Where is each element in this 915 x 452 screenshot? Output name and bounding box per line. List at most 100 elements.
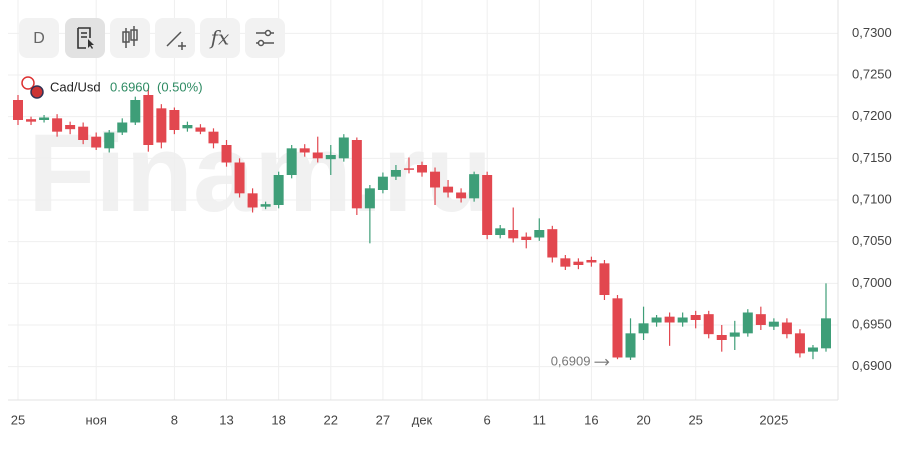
annotation-arrow: [594, 358, 610, 366]
candle-body: [234, 162, 245, 194]
candle-body: [117, 122, 128, 133]
candle-body: [377, 176, 388, 190]
candle-body: [443, 186, 454, 193]
x-tick-label: 25: [688, 412, 702, 427]
y-tick-label: 0,7100: [852, 191, 892, 206]
candle-body: [286, 148, 297, 175]
icon: [88, 39, 94, 49]
x-tick-label: ноя: [85, 412, 106, 427]
x-tick-label: 27: [376, 412, 390, 427]
x-tick-label: 25: [11, 412, 25, 427]
candle-body: [547, 229, 558, 258]
x-tick-label: 16: [584, 412, 598, 427]
candle-body: [742, 312, 753, 334]
x-tick-label: 13: [219, 412, 233, 427]
candle-body: [417, 165, 427, 173]
candle-body: [26, 119, 37, 122]
candle-body: [508, 230, 519, 239]
x-tick-label: дек: [412, 412, 433, 427]
candle-body: [351, 140, 362, 209]
x-tick-label: 2025: [759, 412, 788, 427]
x-tick-label: 18: [271, 412, 285, 427]
candle-body: [716, 335, 727, 340]
candle-body: [755, 314, 766, 325]
candle-body: [534, 230, 545, 238]
candle-body: [143, 95, 154, 145]
candle-body: [91, 136, 102, 148]
candle-body: [65, 125, 76, 130]
template-button[interactable]: [65, 18, 105, 58]
settings-button[interactable]: [245, 18, 285, 58]
watermark: Finam.ru: [28, 112, 493, 235]
candle-body: [221, 145, 232, 163]
candle-body: [182, 125, 193, 129]
candle-body: [338, 137, 349, 159]
candle-body: [521, 236, 532, 240]
x-tick-label: 22: [324, 412, 338, 427]
candle-body: [52, 118, 63, 132]
flag-icon: [30, 85, 44, 99]
icon: [264, 29, 272, 37]
annotation-label: 0,6909: [551, 354, 591, 369]
x-tick-label: 8: [171, 412, 178, 427]
candle-body: [325, 155, 336, 160]
candle-body: [78, 126, 89, 140]
toolbar: D fx: [19, 18, 285, 58]
candle-body: [312, 152, 323, 159]
x-tick-label: 6: [484, 412, 491, 427]
x-tick-label: 20: [636, 412, 650, 427]
icon: [122, 26, 138, 48]
candle-body: [104, 132, 115, 149]
candle-body: [794, 333, 805, 354]
candle-body: [156, 108, 167, 143]
x-tick-label: 11: [533, 412, 547, 427]
y-tick-label: 0,7300: [852, 25, 892, 40]
candle-body: [625, 333, 636, 358]
candle-body: [403, 168, 414, 170]
candle-body: [430, 171, 441, 188]
y-tick-label: 0,6900: [852, 358, 892, 373]
candle-body: [651, 317, 662, 323]
candle-body: [247, 193, 258, 208]
y-tick-label: 0,7000: [852, 275, 892, 290]
candle-body: [664, 316, 675, 323]
candle-body: [821, 318, 831, 349]
symbol: Cad/Usd: [50, 79, 101, 94]
interval-button[interactable]: [19, 18, 59, 58]
candle-body: [195, 127, 206, 132]
icon: [166, 31, 186, 50]
candle-body: [482, 175, 493, 235]
indicators-label: fx: [209, 26, 230, 50]
candle-body: [768, 321, 779, 327]
candle-body: [299, 148, 310, 153]
candle-body: [586, 260, 597, 263]
y-tick-label: 0,7250: [852, 66, 892, 81]
candle-body: [364, 188, 375, 209]
candle-body: [807, 347, 818, 352]
icon: [257, 39, 265, 47]
y-tick-label: 0,7050: [852, 233, 892, 248]
y-tick-label: 0,7200: [852, 108, 892, 123]
icon: [77, 27, 91, 49]
candle-body: [39, 117, 50, 120]
plot: [8, 0, 838, 400]
last-price: 0.6960: [110, 79, 150, 94]
chart-type-button[interactable]: [110, 18, 150, 58]
candle-body: [638, 323, 649, 334]
candle-body: [469, 174, 480, 199]
candle-body: [781, 322, 792, 335]
flag-icon: [21, 76, 35, 90]
candle-body: [273, 175, 284, 205]
candle-body: [690, 315, 701, 320]
candle-body: [560, 258, 571, 267]
candle-body: [13, 100, 23, 120]
candle-body: [599, 263, 610, 295]
interval-label: D: [33, 30, 45, 47]
candle-body: [456, 192, 467, 199]
candle-body: [495, 228, 506, 235]
candle-body: [169, 110, 180, 130]
legend: Cad/Usd 0.6960 (0.50%): [21, 76, 203, 99]
indicators-button[interactable]: [200, 18, 240, 58]
candle-body: [729, 332, 740, 337]
